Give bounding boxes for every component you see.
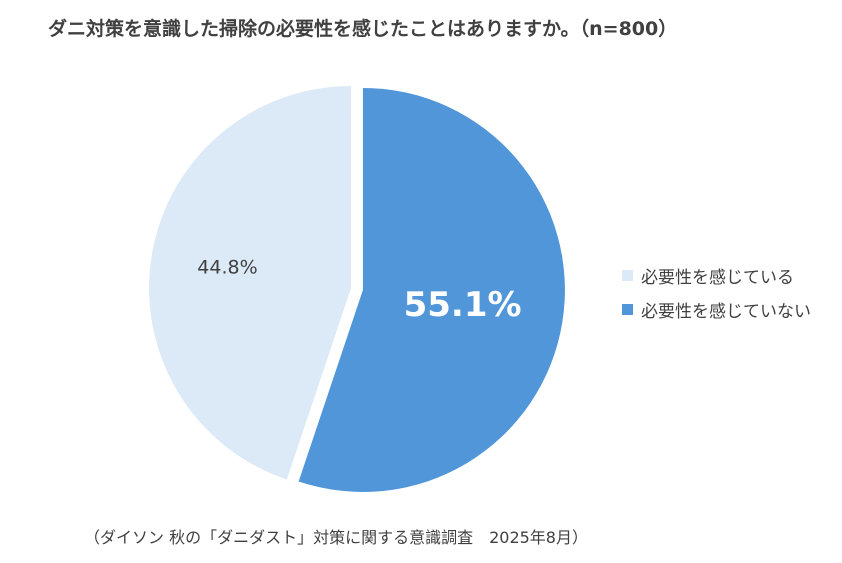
legend: 必要性を感じている 必要性を感じていない bbox=[622, 258, 811, 326]
slice-not-feel-necessity bbox=[298, 87, 565, 492]
legend-swatch-not-feel-necessity bbox=[622, 303, 633, 315]
legend-swatch-feel-necessity bbox=[622, 269, 633, 281]
legend-label-feel-necessity: 必要性を感じている bbox=[641, 267, 794, 288]
legend-label-not-feel-necessity: 必要性を感じていない bbox=[641, 301, 811, 322]
slice-feel-necessity bbox=[149, 86, 352, 480]
chart-title: ダニ対策を意識した掃除の必要性を感じたことはありますか。（n=800） bbox=[48, 18, 678, 40]
legend-item-not-feel-necessity: 必要性を感じていない bbox=[622, 292, 811, 326]
slice-label-not-feel-necessity: 55.1% bbox=[404, 285, 522, 325]
source-note: （ダイソン 秋の「ダニダスト」対策に関する意識調査 2025年8月） bbox=[84, 528, 588, 547]
slice-label-feel-necessity: 44.8% bbox=[197, 256, 257, 278]
legend-item-feel-necessity: 必要性を感じている bbox=[622, 258, 811, 292]
